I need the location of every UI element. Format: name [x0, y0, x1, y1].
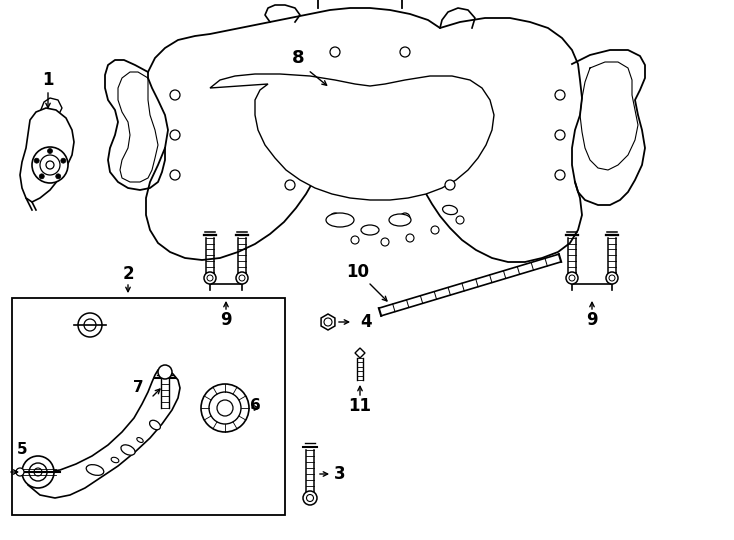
Circle shape: [61, 158, 66, 163]
Text: 5: 5: [17, 442, 27, 457]
Polygon shape: [20, 108, 74, 202]
Circle shape: [406, 234, 414, 242]
Text: 6: 6: [250, 399, 261, 414]
Circle shape: [29, 463, 47, 481]
Circle shape: [46, 161, 54, 169]
Circle shape: [207, 275, 213, 281]
Circle shape: [569, 275, 575, 281]
Polygon shape: [210, 74, 494, 200]
Ellipse shape: [361, 225, 379, 235]
Circle shape: [158, 365, 172, 379]
Circle shape: [56, 174, 61, 179]
Circle shape: [351, 236, 359, 244]
Circle shape: [34, 158, 39, 163]
Circle shape: [84, 319, 96, 331]
Ellipse shape: [86, 464, 103, 475]
Circle shape: [170, 130, 180, 140]
Text: 11: 11: [349, 397, 371, 415]
Circle shape: [555, 90, 565, 100]
Circle shape: [307, 495, 313, 502]
Circle shape: [285, 180, 295, 190]
Ellipse shape: [111, 457, 119, 463]
Ellipse shape: [137, 437, 143, 442]
Ellipse shape: [389, 214, 411, 226]
Circle shape: [32, 147, 68, 183]
Circle shape: [16, 468, 24, 476]
Circle shape: [330, 47, 340, 57]
Circle shape: [566, 272, 578, 284]
Polygon shape: [146, 8, 582, 262]
Circle shape: [381, 238, 389, 246]
Text: 10: 10: [346, 263, 369, 281]
Circle shape: [445, 180, 455, 190]
Circle shape: [303, 491, 317, 505]
Text: 4: 4: [360, 313, 372, 331]
Circle shape: [204, 272, 216, 284]
Text: 2: 2: [122, 265, 134, 283]
Text: 7: 7: [133, 381, 143, 395]
Circle shape: [78, 313, 102, 337]
Ellipse shape: [150, 420, 161, 430]
Circle shape: [400, 47, 410, 57]
Circle shape: [170, 90, 180, 100]
Circle shape: [431, 226, 439, 234]
Circle shape: [555, 170, 565, 180]
Polygon shape: [26, 368, 180, 498]
Circle shape: [555, 130, 565, 140]
Text: 9: 9: [586, 311, 597, 329]
Circle shape: [48, 148, 53, 153]
Circle shape: [400, 213, 410, 223]
Text: 8: 8: [291, 49, 305, 67]
Circle shape: [606, 272, 618, 284]
Circle shape: [330, 213, 340, 223]
Ellipse shape: [326, 213, 354, 227]
Text: 1: 1: [43, 71, 54, 89]
Circle shape: [209, 392, 241, 424]
Circle shape: [22, 456, 54, 488]
Polygon shape: [355, 348, 365, 358]
Circle shape: [239, 275, 245, 281]
Text: 3: 3: [334, 465, 346, 483]
Circle shape: [456, 216, 464, 224]
Polygon shape: [321, 314, 335, 330]
Circle shape: [324, 318, 332, 326]
Circle shape: [217, 400, 233, 416]
Bar: [12, 298, 285, 515]
Circle shape: [40, 174, 44, 179]
Circle shape: [236, 272, 248, 284]
Circle shape: [34, 468, 42, 476]
Ellipse shape: [443, 205, 457, 214]
Circle shape: [609, 275, 615, 281]
Circle shape: [201, 384, 249, 432]
Ellipse shape: [121, 445, 135, 455]
Circle shape: [40, 155, 60, 175]
Circle shape: [170, 170, 180, 180]
Text: 9: 9: [220, 311, 232, 329]
